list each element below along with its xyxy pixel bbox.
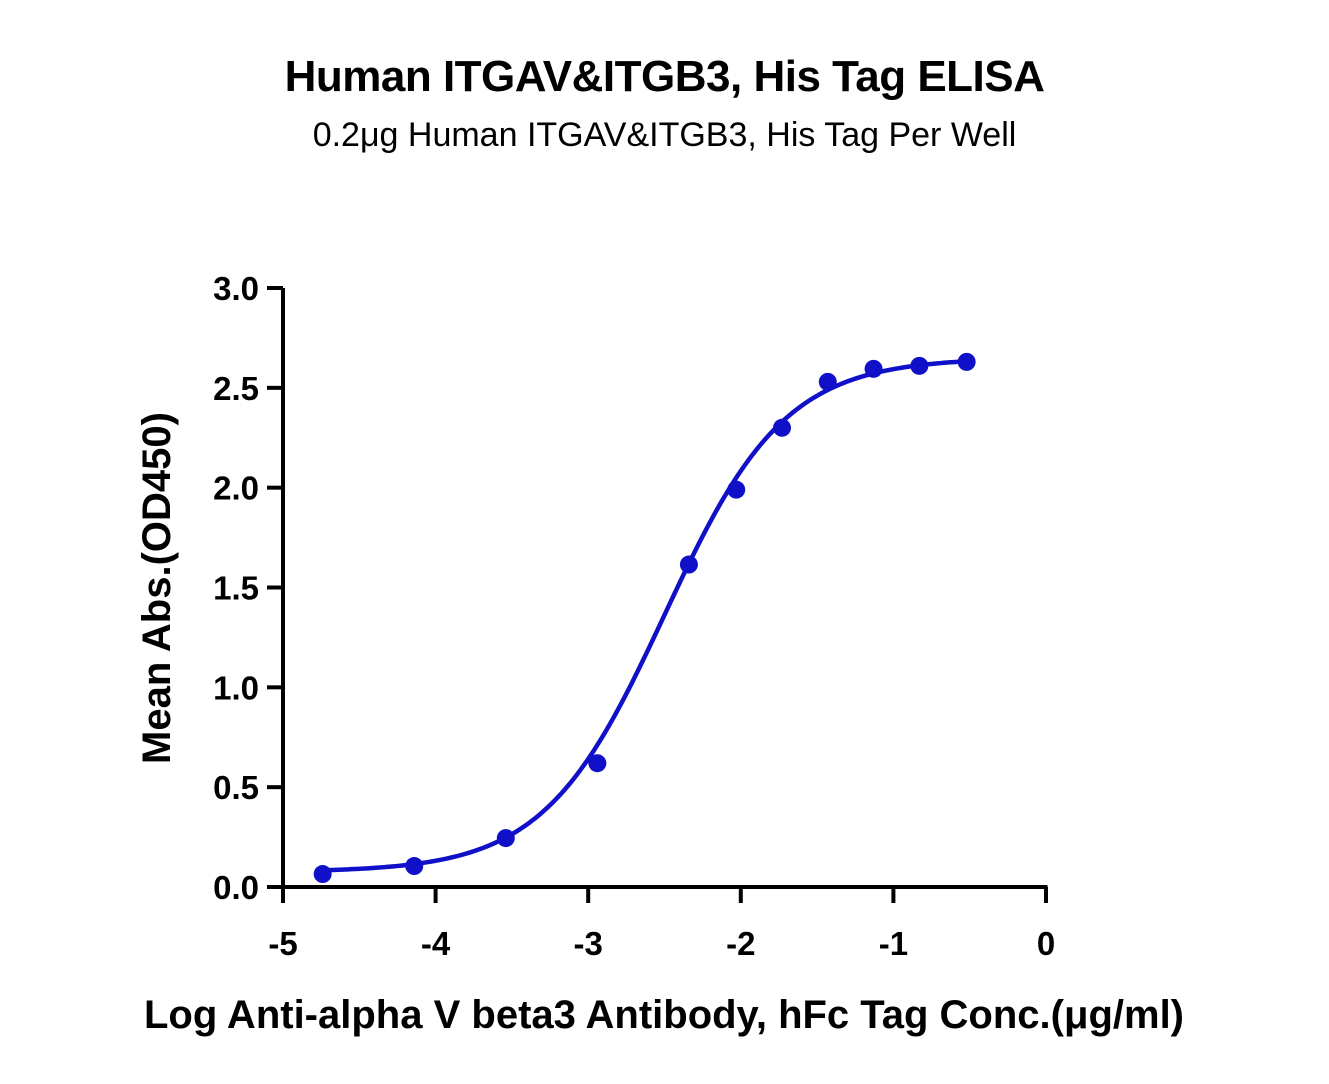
data-point (864, 359, 883, 378)
x-tick-label: -1 (879, 925, 908, 962)
axes (281, 288, 1048, 889)
chart-subtitle: 0.2μg Human ITGAV&ITGB3, His Tag Per Wel… (312, 116, 1017, 154)
y-tick-label: 1.5 (213, 570, 259, 607)
x-tick-label: -3 (574, 925, 603, 962)
data-point (773, 418, 792, 437)
data-point (679, 555, 698, 574)
chart-title: Human ITGAV&ITGB3, His Tag ELISA (284, 52, 1045, 101)
x-tick-label: -2 (726, 925, 755, 962)
y-tick-label: 2.0 (213, 470, 259, 507)
x-tick-label: -4 (421, 925, 451, 962)
y-tick-label: 3.0 (213, 270, 259, 307)
y-tick-label: 0.0 (213, 869, 259, 906)
x-tick-label: 0 (1037, 925, 1055, 962)
x-axis-label: Log Anti-alpha V beta3 Antibody, hFc Tag… (144, 993, 1184, 1037)
data-point (313, 865, 332, 884)
fit-curve (322, 359, 967, 873)
x-tick-label: -5 (268, 925, 297, 962)
y-axis-label: Mean Abs.(OD450) (135, 412, 179, 764)
data-point (405, 857, 424, 876)
ticks: -5 -4 -3 -2 -1 0 0.0 0.5 1.0 1.5 2.0 2.5 3.0 (213, 270, 1055, 962)
y-tick-label: 1.0 (213, 669, 259, 706)
data-points (313, 352, 976, 884)
data-point (910, 356, 929, 375)
y-tick-label: 0.5 (213, 769, 259, 806)
data-point (496, 829, 515, 848)
y-tick-label: 2.5 (213, 370, 259, 407)
data-point (818, 372, 837, 391)
data-point (588, 754, 607, 773)
fit-curve-layer (322, 359, 967, 873)
data-point (727, 480, 746, 499)
data-point (957, 352, 976, 371)
